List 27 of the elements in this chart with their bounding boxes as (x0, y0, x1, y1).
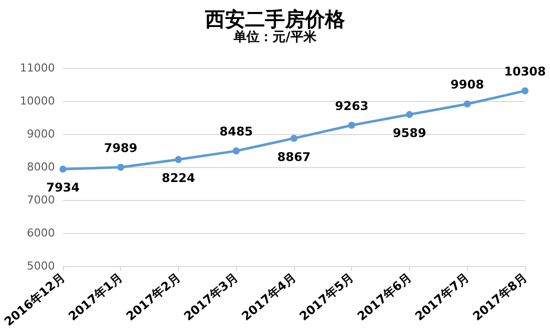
point (348, 122, 356, 129)
y-tick-label: 5000 (26, 259, 55, 272)
y-tick-label: 11000 (20, 62, 55, 74)
point (59, 166, 66, 173)
data-label: 9908 (450, 78, 484, 92)
y-tick-label: 6000 (26, 226, 55, 240)
chart-subtitle: 单位：元/平米 (232, 29, 318, 45)
chart-title: 西安二手房价格 (204, 7, 346, 31)
data-label: 9263 (335, 98, 368, 113)
y-tick-label: 7000 (26, 193, 55, 206)
point (117, 164, 124, 171)
y-tick-label: 9000 (26, 127, 55, 140)
point (290, 134, 298, 142)
data-label: 9589 (392, 126, 426, 140)
point (174, 156, 182, 164)
data-label: 10308 (504, 64, 546, 78)
point (406, 111, 413, 118)
y-tick-label: 8000 (26, 160, 55, 174)
data-label: 8485 (219, 124, 253, 138)
data-label: 7989 (104, 140, 138, 155)
point (464, 100, 471, 108)
y-tick-label: 10000 (20, 94, 55, 108)
data-label: 8224 (162, 171, 196, 186)
data-label: 7934 (46, 180, 80, 195)
point (232, 147, 240, 154)
point (522, 87, 528, 94)
data-label: 8867 (277, 150, 311, 164)
